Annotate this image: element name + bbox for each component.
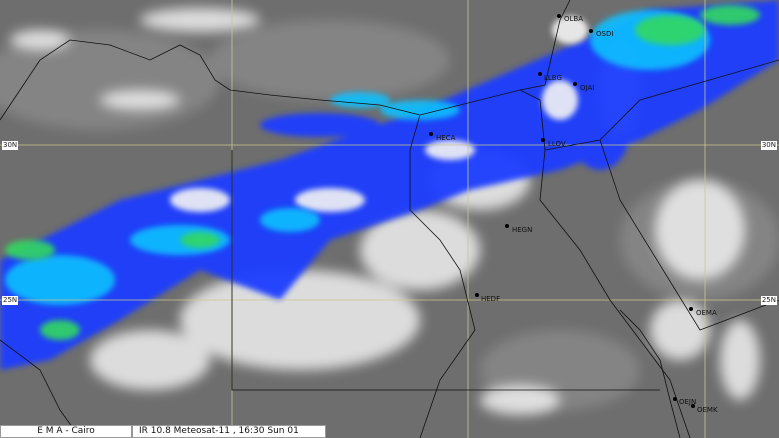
station-label: HEDF: [481, 295, 501, 303]
lat-label-25n-right: 25N: [760, 296, 777, 305]
station-label: OEMK: [697, 406, 718, 414]
station-marker: [573, 82, 577, 86]
lat-label-30n-right: 30N: [760, 141, 777, 150]
station-label: HECA: [436, 134, 456, 142]
station-label: OEJN: [679, 398, 697, 406]
station-marker: [541, 138, 545, 142]
lat-label-30n-left: 30N: [2, 141, 19, 150]
station-marker: [429, 132, 433, 136]
station-marker: [475, 293, 479, 297]
station-label: OSDI: [596, 30, 614, 38]
station-label: LLOV: [548, 140, 566, 148]
station-marker: [689, 307, 693, 311]
station-marker: [589, 29, 593, 33]
station-marker: [691, 404, 695, 408]
station-label: OJAI: [580, 84, 595, 92]
station-label: HEGN: [512, 226, 533, 234]
station-marker: [538, 72, 542, 76]
station-marker: [505, 224, 509, 228]
station-label: LLBG: [544, 74, 562, 82]
station-label: OLBA: [564, 15, 584, 23]
product-label: IR 10.8 Meteosat-11 , 16:30 Sun 01: [132, 425, 326, 438]
agency-label: E M A - Cairo: [0, 425, 132, 438]
lat-label-25n-left: 25N: [2, 296, 19, 305]
cloud-layer: [0, 0, 779, 415]
station-marker: [557, 14, 561, 18]
station-label: OEMA: [696, 309, 717, 317]
station-marker: [673, 397, 677, 401]
